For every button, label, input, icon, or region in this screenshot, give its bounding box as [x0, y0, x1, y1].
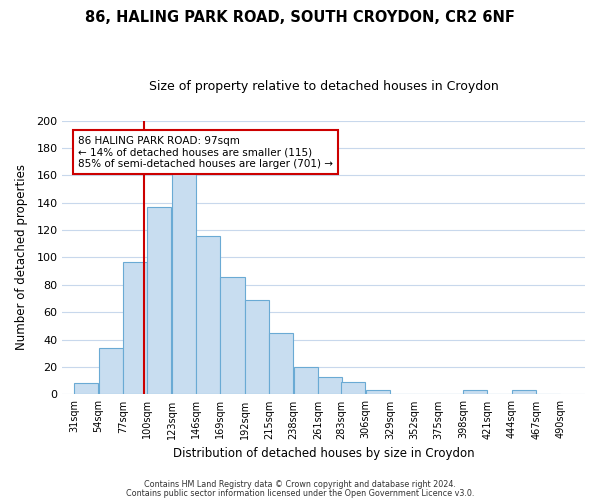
- Bar: [220, 276, 245, 394]
- Bar: [98, 348, 122, 395]
- Text: 86, HALING PARK ROAD, SOUTH CROYDON, CR2 6NF: 86, HALING PARK ROAD, SOUTH CROYDON, CR2…: [85, 10, 515, 25]
- Text: Contains HM Land Registry data © Crown copyright and database right 2024.: Contains HM Land Registry data © Crown c…: [144, 480, 456, 489]
- Title: Size of property relative to detached houses in Croydon: Size of property relative to detached ho…: [149, 80, 499, 93]
- Bar: [147, 207, 172, 394]
- Y-axis label: Number of detached properties: Number of detached properties: [15, 164, 28, 350]
- Bar: [318, 376, 342, 394]
- Bar: [463, 390, 487, 394]
- Bar: [245, 300, 269, 394]
- Text: 86 HALING PARK ROAD: 97sqm
← 14% of detached houses are smaller (115)
85% of sem: 86 HALING PARK ROAD: 97sqm ← 14% of deta…: [78, 136, 333, 169]
- Bar: [74, 384, 98, 394]
- Bar: [172, 168, 196, 394]
- X-axis label: Distribution of detached houses by size in Croydon: Distribution of detached houses by size …: [173, 447, 475, 460]
- Bar: [341, 382, 365, 394]
- Bar: [365, 390, 390, 394]
- Text: Contains public sector information licensed under the Open Government Licence v3: Contains public sector information licen…: [126, 488, 474, 498]
- Bar: [123, 262, 147, 394]
- Bar: [196, 236, 220, 394]
- Bar: [512, 390, 536, 394]
- Bar: [269, 333, 293, 394]
- Bar: [293, 367, 317, 394]
